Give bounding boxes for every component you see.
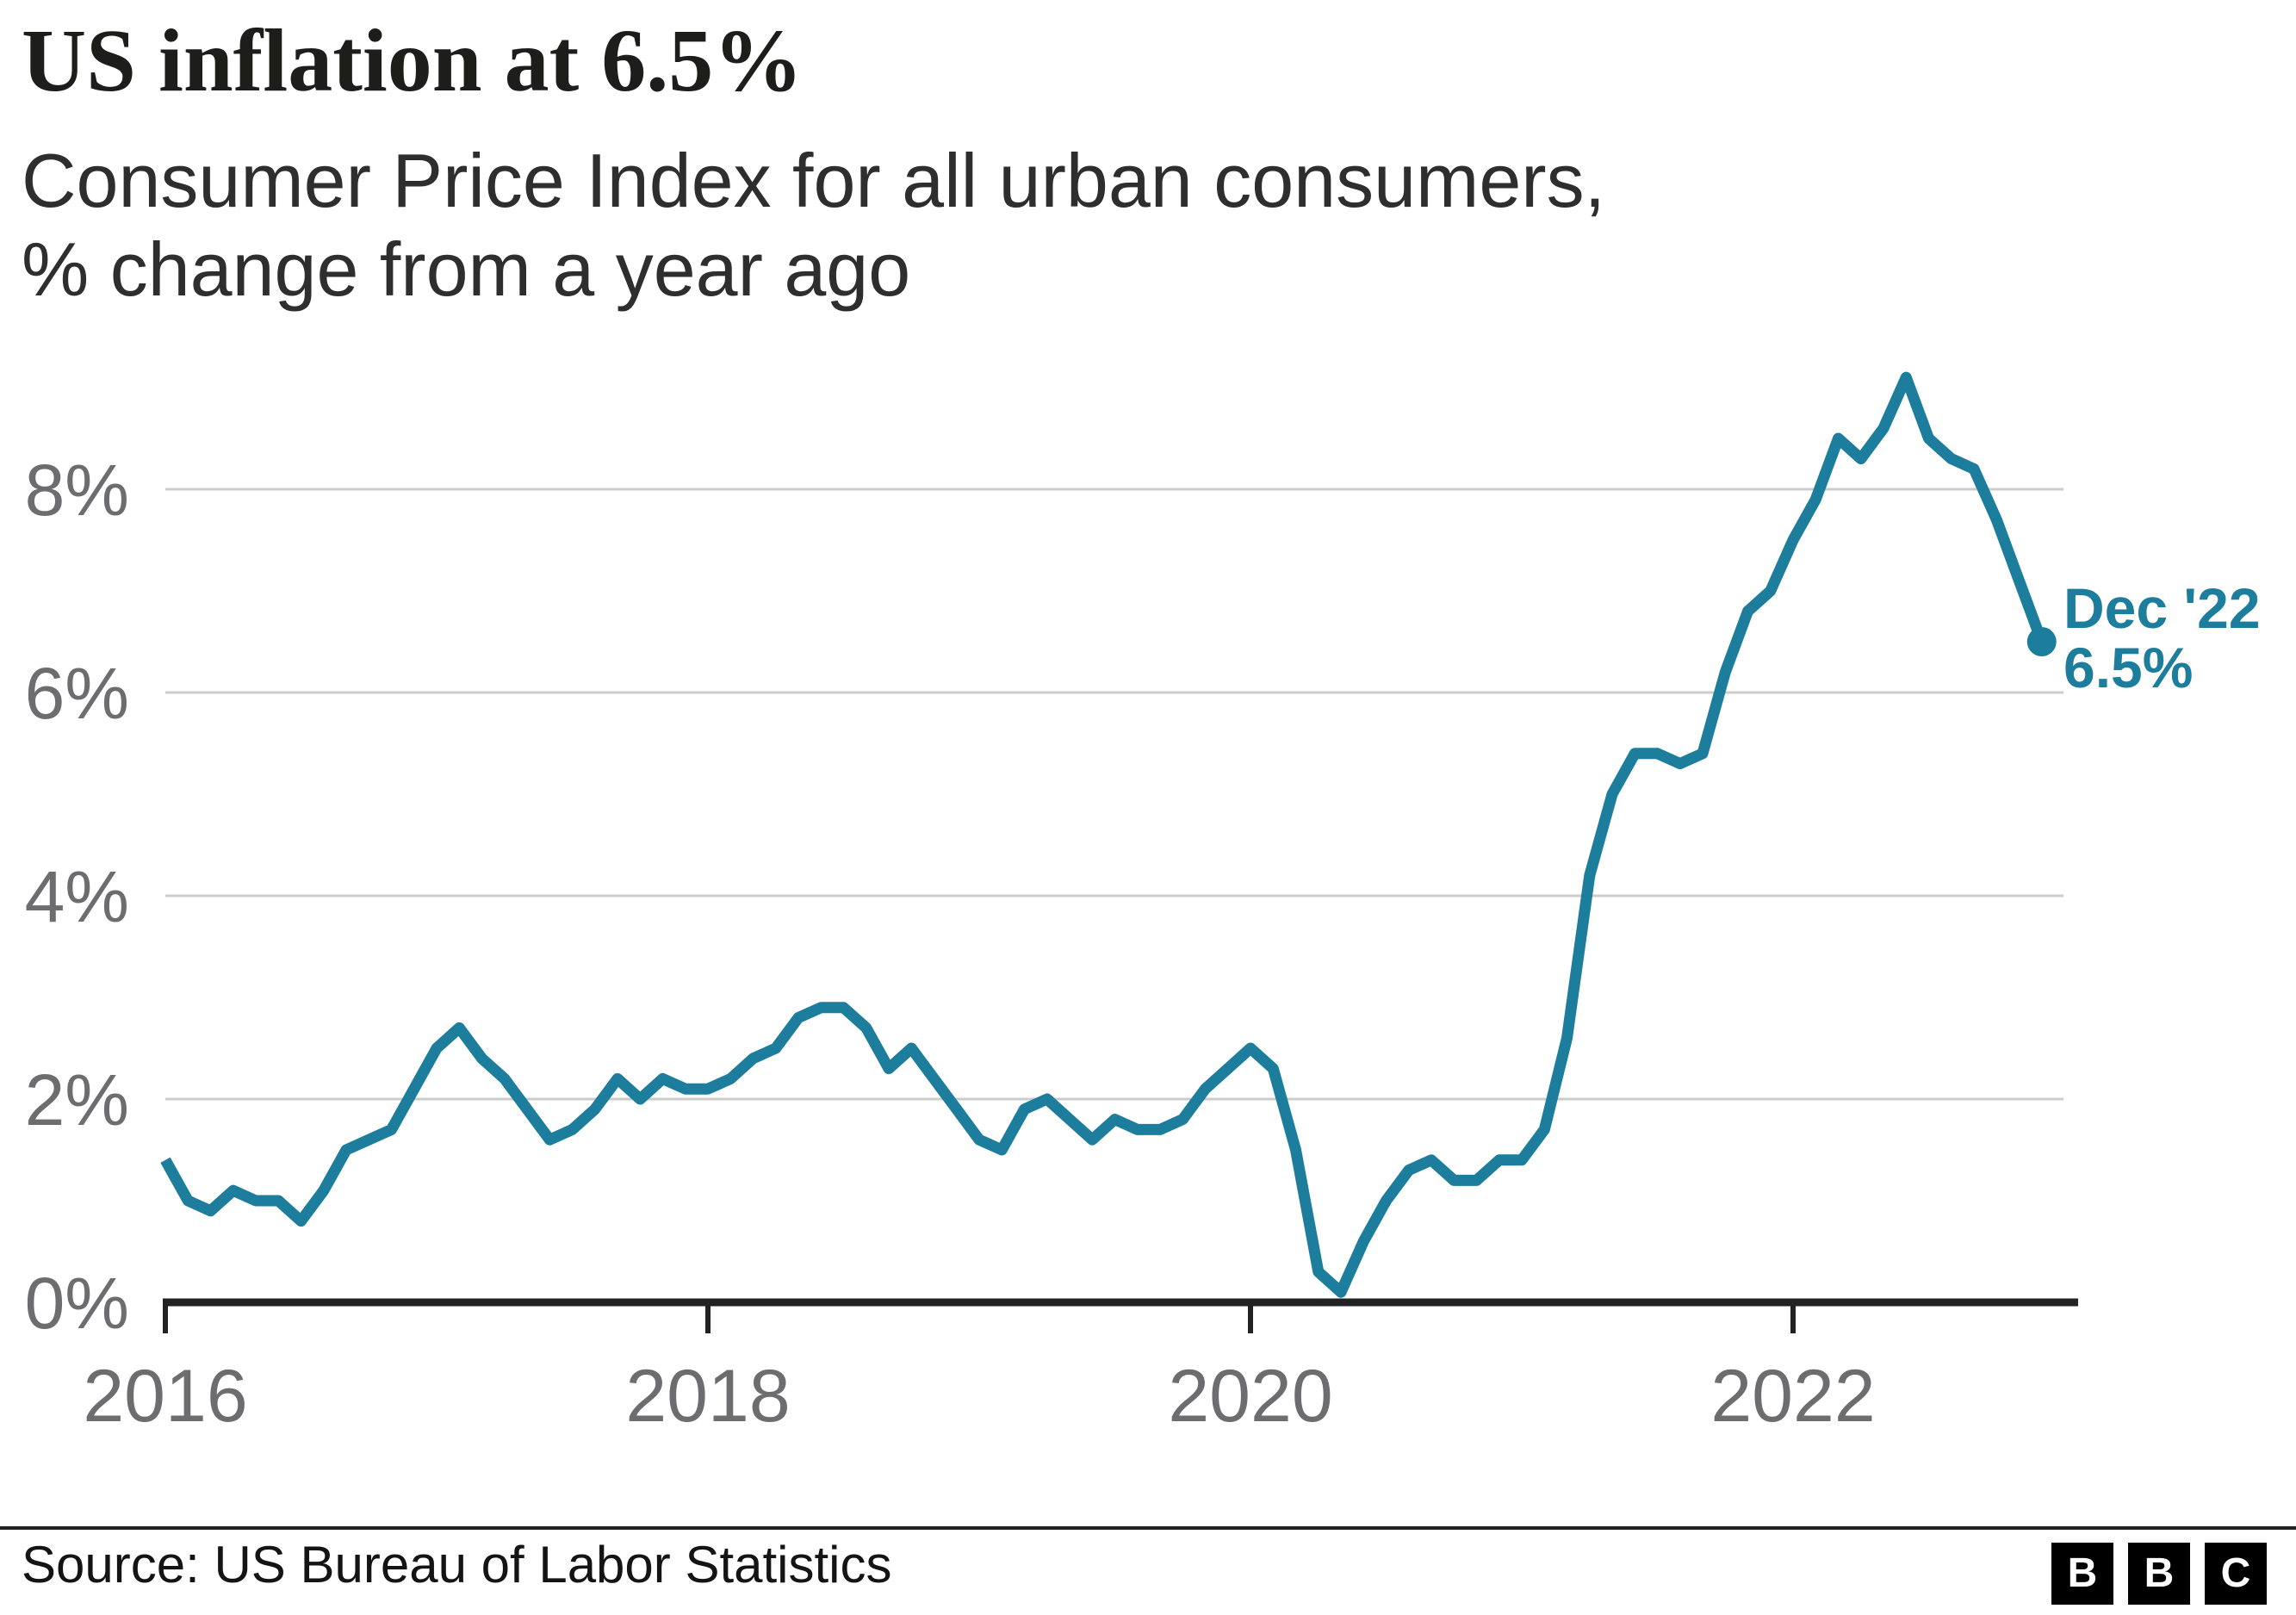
x-axis-label-2018: 2018 [625, 1355, 790, 1438]
y-axis-label-8pct: 8% [25, 450, 129, 531]
last-data-point-dot [2026, 627, 2057, 656]
last-point-annotation: Dec '22 6.5% [2063, 579, 2261, 698]
x-axis-label-2022: 2022 [1710, 1355, 1875, 1438]
x-axis-label-2016: 2016 [83, 1355, 247, 1438]
bbc-logo-letter-b1: B [2051, 1543, 2113, 1605]
bbc-logo-letter-b2: B [2128, 1543, 2190, 1605]
bbc-logo-letter-c: C [2205, 1543, 2267, 1605]
annotation-date-label: Dec '22 [2063, 576, 2261, 640]
y-axis-label-0pct: 0% [25, 1263, 129, 1344]
y-axis-label-4pct: 4% [25, 856, 129, 937]
chart-subtitle: Consumer Price Index for all urban consu… [22, 136, 1605, 314]
cpi-inflation-line [160, 371, 2047, 1298]
bbc-logo: B B C [2051, 1543, 2267, 1605]
chart-title: US inflation at 6.5% [22, 11, 804, 110]
y-axis-label-6pct: 6% [25, 653, 129, 734]
y-axis-label-2pct: 2% [25, 1059, 129, 1140]
chart-subtitle-line2: % change from a year ago [22, 227, 911, 312]
chart-subtitle-line1: Consumer Price Index for all urban consu… [22, 138, 1606, 223]
x-axis-label-2020: 2020 [1168, 1355, 1332, 1438]
annotation-value-label: 6.5% [2063, 636, 2194, 699]
source-attribution: Source: US Bureau of Labor Statistics [22, 1536, 892, 1593]
footer-divider [0, 1526, 2296, 1530]
